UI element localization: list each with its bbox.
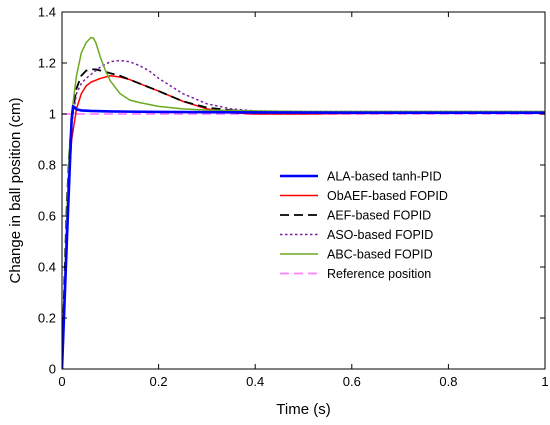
x-tick-label: 0.2 [150, 374, 168, 389]
y-tick-label: 1.2 [38, 56, 56, 71]
legend: ALA-based tanh-PID ObAEF-based FOPID AEF-b… [262, 160, 472, 281]
y-tick-label: 1 [49, 107, 56, 122]
legend-box [262, 160, 472, 280]
legend-label: ObAEF-based FOPID [327, 189, 448, 203]
legend-label: Reference position [327, 267, 431, 281]
plot-frame [61, 11, 546, 370]
legend-label: ASO-based FOPID [327, 228, 433, 242]
legend-label: ALA-based tanh-PID [327, 170, 442, 184]
x-tick-label: 0.8 [439, 374, 457, 389]
x-tick-label: 0.4 [246, 374, 264, 389]
y-tick-label: 0.8 [38, 158, 56, 173]
series-layer [62, 36, 545, 369]
legend-label: ABC-based FOPID [327, 248, 433, 262]
x-tick-label: 0 [58, 374, 65, 389]
y-tick-label: 0.6 [38, 209, 56, 224]
series-line [62, 105, 545, 369]
y-axis-label: Change in ball position (cm) [7, 98, 24, 284]
y-tick-label: 0.4 [38, 260, 56, 275]
y-tick-label: 0.2 [38, 311, 56, 326]
y-tick-label: 1.4 [38, 5, 56, 20]
x-tick-label: 1 [541, 374, 548, 389]
y-tick-label: 0 [49, 362, 56, 377]
axis-ticks: 0 0.2 0.4 0.6 0.8 1 0 0.2 0.4 0.6 0.8 1 1.2 1.4 [38, 5, 549, 390]
x-tick-label: 0.6 [343, 374, 361, 389]
x-axis-label: Time (s) [276, 401, 330, 418]
legend-label: AEF-based FOPID [327, 209, 431, 223]
